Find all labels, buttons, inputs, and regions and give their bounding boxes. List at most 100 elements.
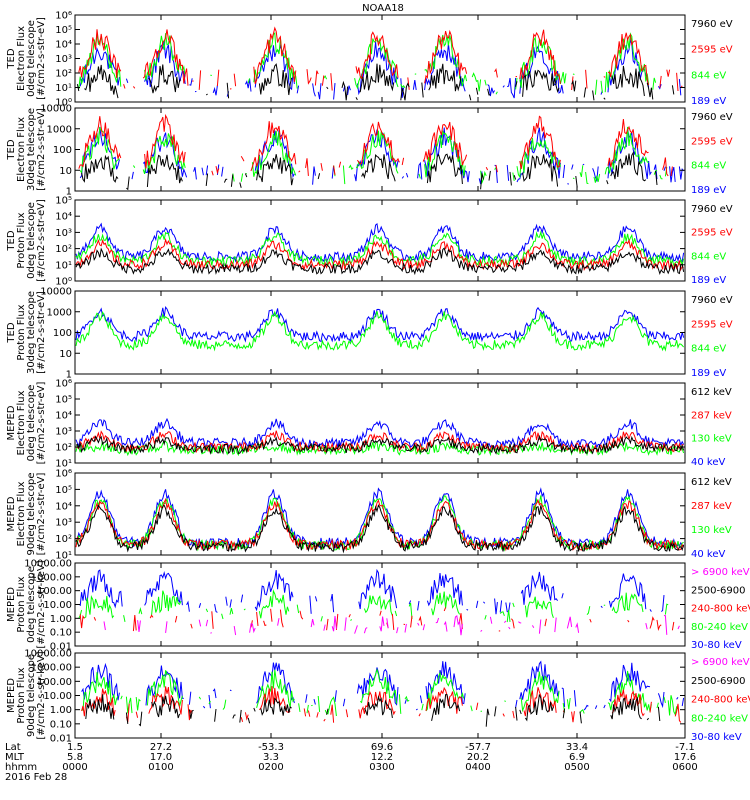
y-tick-label: 10000.00 [24,559,72,570]
legend-entry: 2595 eV [691,228,733,239]
series-line-blue [75,417,685,450]
legend-entry: 612 keV [691,387,732,398]
y-tick-label: 10⁴ [55,501,72,512]
y-tick-label: 10⁶ [55,469,72,480]
x-tick-label-mlt: 17.6 [674,752,696,763]
x-tick-label-hhmm: 0400 [465,762,490,773]
y-tick-label: 10⁵ [55,196,72,207]
y-axis-label-line: 0deg telescope [26,385,37,462]
y-tick-label: 10³ [55,54,72,65]
x-tick-label-lat: -57.7 [465,742,491,753]
y-tick-label: 10⁴ [55,411,72,422]
y-tick-label: 10000 [40,104,72,115]
y-tick-label: 1 [66,370,72,381]
y-tick-label: 10⁵ [55,395,72,406]
y-tick-label: 100.00 [37,677,72,688]
y-axis-label-line: Electron Flux [16,390,27,455]
y-axis-label-line: 0deg telescope [26,20,37,97]
y-tick-label: 1.00 [50,705,72,716]
legend-entry: 130 keV [691,434,732,445]
legend-entry: 189 eV [691,185,726,196]
y-tick-label: 0.01 [50,734,72,745]
series-line-red [75,430,684,454]
legend-entry: 844 eV [691,70,726,81]
legend-entry: 612 keV [691,477,732,488]
y-tick-label: 10¹ [55,83,72,94]
x-tick-label-hhmm: 0000 [62,762,87,773]
y-tick-label: 1000 [47,307,72,318]
legend-entry: 2595 eV [691,136,733,147]
y-tick-label: 1 [66,187,72,198]
series-line-green [81,668,679,717]
series-line-black [75,504,685,554]
y-tick-label: 10 [59,349,72,360]
series-line-green [79,591,682,622]
legend-entry: 240-800 keV [691,604,750,615]
y-tick-label: 10¹ [55,459,72,470]
y-axis-label: MEPED Electron Flux 0deg telescope [#/cm2-s… [6,382,47,465]
y-tick-label: 100 [53,328,72,339]
y-tick-label: 0.10 [50,628,72,639]
series-line-blue [79,38,682,100]
y-axis-label-line: 90deg telescope [26,654,37,737]
panel-6: 10¹ 10² 10³ 10⁴ 10⁵ 10⁶ MEPED Electron Flux 90de… [6,469,732,562]
series-line-red [75,237,684,272]
y-axis-label-line: TED [6,48,17,69]
y-axis-label-line: TED [6,230,17,251]
x-tick-label-mlt: 12.2 [371,752,393,763]
legend-entry: 287 keV [691,501,732,512]
legend-entry: 7960 eV [691,19,733,30]
series-line-black [75,434,685,455]
series-line-black [77,64,678,101]
y-axis-label-line: [#/cm2-s-str-eV] [36,17,47,100]
y-axis-label-line: Electron Flux [16,481,27,546]
y-axis-label-line: [#/cm2-s-str-keV] [36,651,47,739]
series-line-blue [75,222,685,264]
panel-5: 10¹ 10² 10³ 10⁴ 10⁵ 10⁶ MEPED Electron Flux 0deg… [6,379,732,470]
legend-entry: 7960 eV [691,112,733,123]
y-tick-label: 10² [55,443,72,454]
x-tick-label-lat: 27.2 [150,742,172,753]
legend-entry: 2500-6900 [691,676,746,687]
x-tick-label-lat: 33.4 [566,742,588,753]
y-axis-label: TED Proton Flux 30deg telescope [#/cm2-s-st… [6,291,47,374]
y-tick-label: 100.00 [37,586,72,597]
y-axis-label-line: Proton Flux [16,212,27,268]
legend-entry: 844 eV [691,251,726,262]
panel-frame [74,199,686,282]
y-axis-label-line: TED [6,139,17,160]
panel-8: 0.010.101.0010.00100.001000.0010000.00ME… [6,649,750,745]
x-tick-label-mlt: 5.8 [67,752,83,763]
series-line-green [75,230,685,268]
series-line-blue [75,487,684,550]
y-axis-label-line: MEPED [6,405,17,440]
x-tick-label-mlt: 17.0 [150,752,172,763]
y-tick-label: 10³ [55,518,72,529]
y-axis-label-line: [#/cm2-s-str-keV] [36,560,47,648]
legend-entry: 240-800 keV [691,695,750,706]
legend-entry: 844 eV [691,161,726,172]
y-axis-label-line: Proton Flux [16,667,27,723]
y-axis-label-line: Proton Flux [16,576,27,632]
y-tick-label: 0.01 [50,642,72,653]
series-line-black [75,247,685,276]
series-line-blue [81,660,685,711]
y-axis-label-line: 0deg telescope [26,566,37,643]
y-axis-label: TED Electron Flux 30deg telescope [#/cm2-s-… [6,108,47,191]
series-line-blue [75,305,685,344]
panel-7: 0.010.101.0010.00100.001000.0010000.00ME… [6,559,750,653]
legend-entry: 40 keV [691,549,725,560]
y-tick-label: 10² [55,69,72,80]
x-tick-label-hhmm: 0200 [258,762,283,773]
y-tick-label: 10² [55,244,72,255]
y-tick-label: 1000.00 [31,663,72,674]
y-tick-label: 10.00 [43,600,72,611]
y-axis-label-line: 30deg telescope [26,291,37,374]
legend-entry: > 6900 keV [691,567,750,578]
y-axis-label-line: Electron Flux [16,117,27,182]
y-tick-label: 10000.00 [24,649,72,660]
